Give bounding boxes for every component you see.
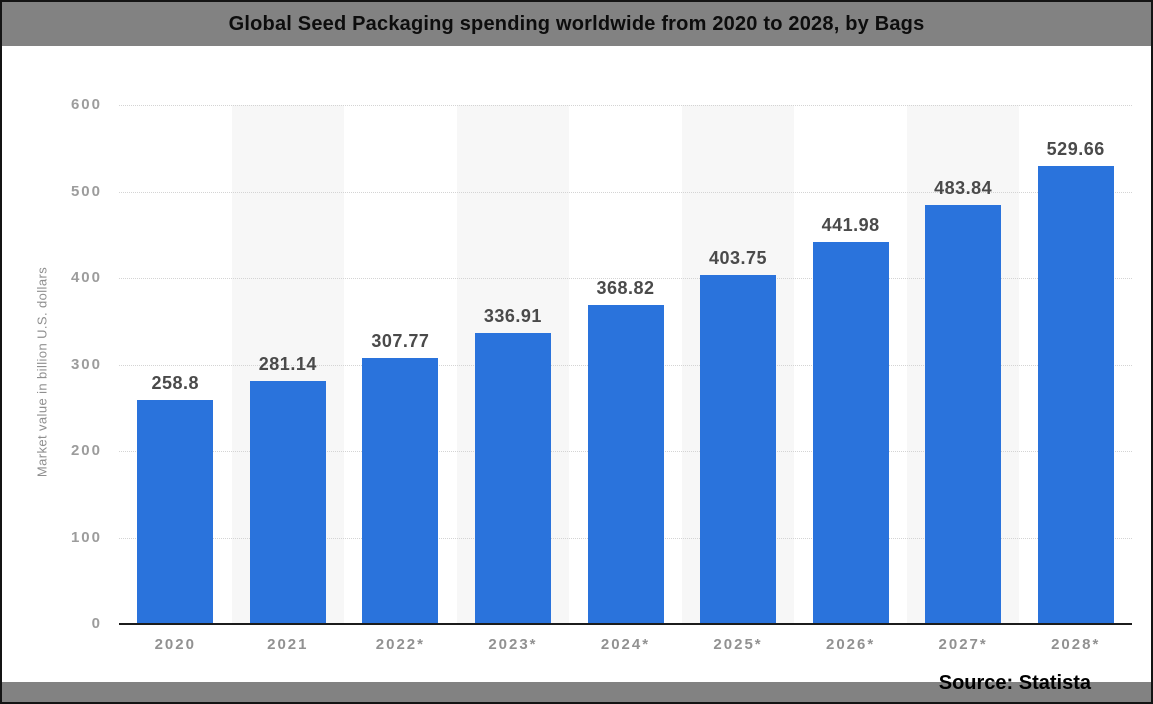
bar-2020 <box>137 400 214 624</box>
bar-2021 <box>249 380 326 624</box>
bar-2026* <box>812 241 889 624</box>
chart-title: Global Seed Packaging spending worldwide… <box>228 12 925 35</box>
x-tick-label-2022*: 2022* <box>375 636 425 653</box>
y-tick-label-0: 0 <box>91 615 102 632</box>
x-tick-label-2028*: 2028* <box>1051 636 1101 653</box>
bar-2022* <box>362 357 439 624</box>
x-tick-label-2023*: 2023* <box>488 636 538 653</box>
value-label-2025*: 403.75 <box>709 247 768 268</box>
x-tick-label-2024*: 2024* <box>600 636 651 653</box>
gridline-400 <box>119 278 1132 279</box>
value-label-2026*: 441.98 <box>821 214 880 235</box>
gridline-600 <box>119 105 1132 106</box>
value-label-2022*: 307.77 <box>371 330 430 351</box>
y-tick-label-300: 300 <box>70 355 102 373</box>
y-tick-label-600: 600 <box>70 96 102 113</box>
x-tick-label-2021: 2021 <box>267 636 309 653</box>
y-tick-label-200: 200 <box>70 442 102 459</box>
value-label-2024*: 368.82 <box>596 277 655 298</box>
value-label-2028*: 529.66 <box>1046 138 1105 159</box>
bar-2024* <box>587 304 664 624</box>
x-tick-label-2026*: 2026* <box>825 636 876 653</box>
value-label-2020: 258.8 <box>151 373 200 394</box>
value-label-2021: 281.14 <box>258 353 317 374</box>
bar-2028* <box>1037 165 1114 624</box>
value-label-2023*: 336.91 <box>483 305 542 326</box>
y-tick-label-500: 500 <box>70 182 102 200</box>
bar-2025* <box>700 274 777 624</box>
x-tick-label-2020: 2020 <box>154 636 196 653</box>
bar-2023* <box>474 332 551 624</box>
source-attribution: Source: Statista <box>938 672 1091 694</box>
x-tick-label-2027*: 2027* <box>938 636 988 653</box>
y-tick-label-100: 100 <box>70 528 102 546</box>
x-tick-label-2025*: 2025* <box>713 636 763 653</box>
bar-2027* <box>925 205 1002 624</box>
chart-title-bar: Global Seed Packaging spending worldwide… <box>2 2 1151 46</box>
y-tick-label-400: 400 <box>70 269 102 286</box>
footer-bar <box>2 682 1151 702</box>
value-label-2027*: 483.84 <box>934 178 993 199</box>
gridline-500 <box>119 191 1132 193</box>
x-axis-line <box>119 623 1132 625</box>
